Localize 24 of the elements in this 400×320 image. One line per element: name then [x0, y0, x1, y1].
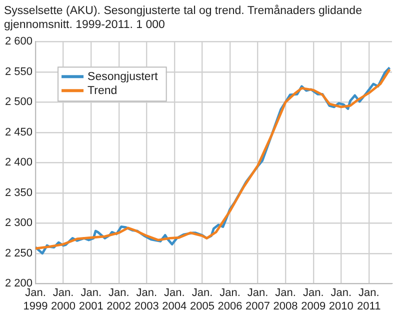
- y-tick-label: 2 500: [4, 96, 33, 108]
- legend-label: Sesongjustert: [88, 70, 159, 83]
- x-tick-label: Jan. 1999: [23, 287, 48, 312]
- x-tick-label: Jan. 2002: [106, 287, 132, 312]
- x-tick-label: Jan. 2010: [328, 287, 354, 312]
- x-tick-label: Jan. 2003: [134, 287, 159, 312]
- legend-label: Trend: [88, 84, 118, 97]
- y-tick-label: 2 600: [4, 36, 33, 48]
- x-tick-label: Jan. 2006: [218, 287, 242, 312]
- x-tick-label: Jan. 2008: [273, 287, 298, 312]
- x-tick-label: Jan. 2009: [301, 287, 326, 312]
- x-tick-label: Jan. 2004: [162, 287, 187, 312]
- y-tick-label: 2 400: [4, 156, 33, 169]
- x-tick-label: Jan. 2001: [78, 287, 104, 312]
- y-tick-label: 2 550: [4, 66, 33, 78]
- chart-title: Sysselsette (AKU). Sesongjusterte tal og trend. Tremånaders glidande gjennomsnitt. 1999-2011. 1 000: [3, 4, 363, 32]
- x-tick-label: Jan. 2000: [51, 287, 76, 312]
- x-tick-label: Jan. 2005: [190, 287, 214, 312]
- x-tick-label: Jan. 2007: [246, 287, 270, 312]
- y-tick-label: 2 300: [4, 217, 33, 230]
- y-tick-label: 2 450: [4, 126, 33, 138]
- x-tick-label: Jan. 2011: [357, 287, 381, 312]
- y-tick-label: 2 350: [4, 186, 33, 199]
- y-tick-label: 2 250: [4, 247, 33, 260]
